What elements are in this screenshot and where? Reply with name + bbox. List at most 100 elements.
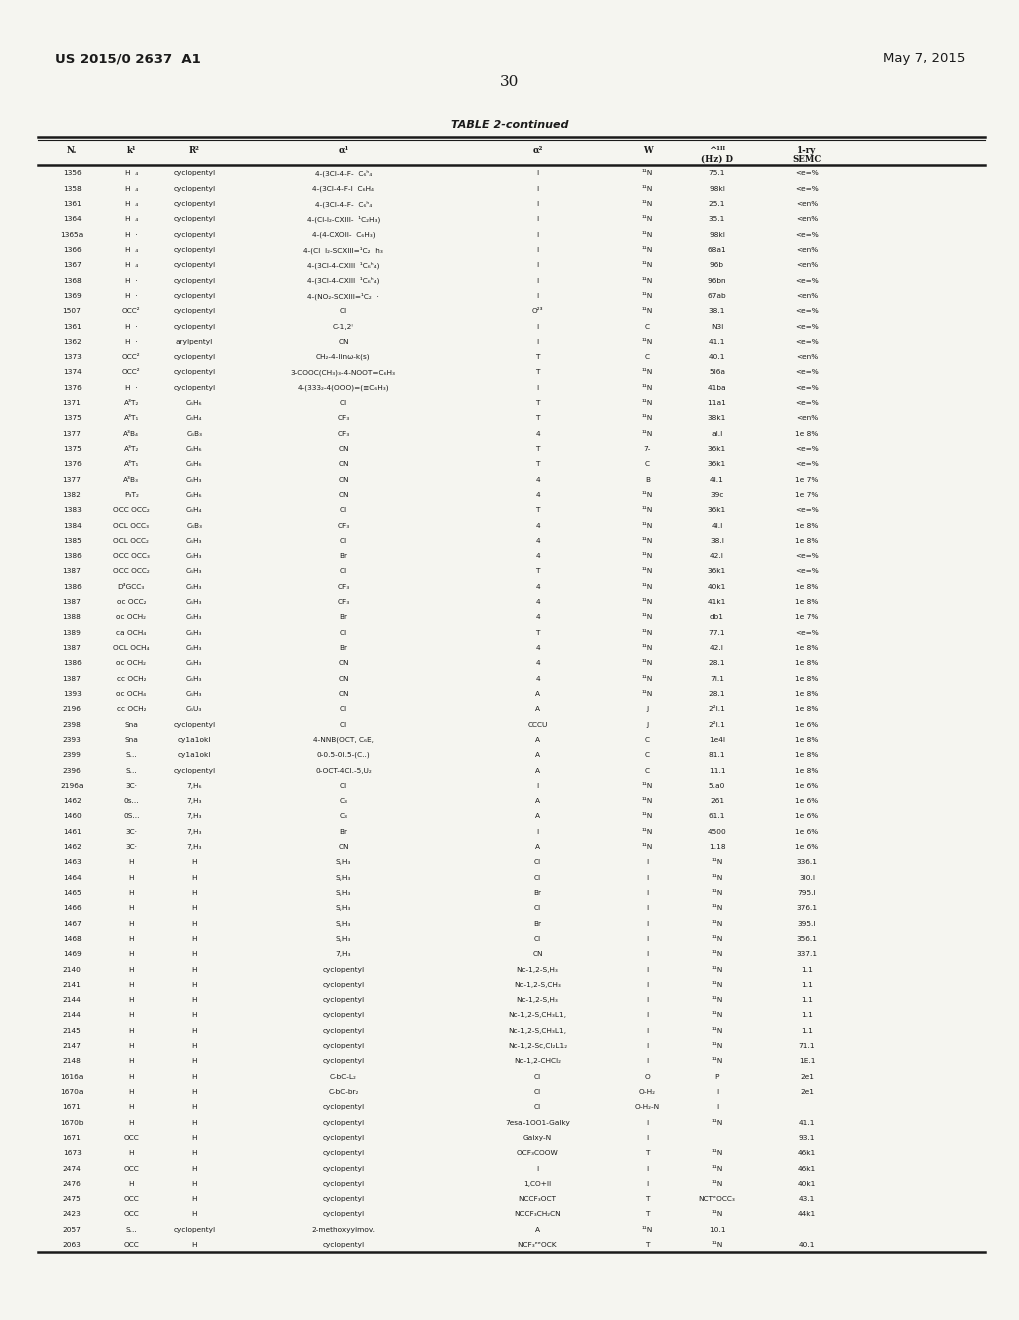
Text: 4: 4 — [535, 676, 539, 681]
Text: C₆H₃: C₆H₃ — [185, 660, 203, 667]
Text: OCC²: OCC² — [122, 308, 141, 314]
Text: NCCF₃CH₂CN: NCCF₃CH₂CN — [514, 1212, 560, 1217]
Text: ¹¹N: ¹¹N — [710, 952, 721, 957]
Text: CN: CN — [338, 477, 348, 483]
Text: 0S...: 0S... — [123, 813, 140, 820]
Text: Cl: Cl — [339, 569, 346, 574]
Text: 98kl: 98kl — [708, 186, 725, 191]
Text: S...: S... — [125, 1226, 137, 1233]
Text: CN: CN — [338, 676, 348, 681]
Text: Cl: Cl — [534, 1089, 540, 1096]
Text: I: I — [536, 186, 538, 191]
Text: 1.1: 1.1 — [800, 1028, 812, 1034]
Text: I: I — [536, 323, 538, 330]
Text: 7esa-1OO1-Galky: 7esa-1OO1-Galky — [504, 1119, 570, 1126]
Text: 7l.1: 7l.1 — [709, 676, 723, 681]
Text: <e=%: <e=% — [794, 446, 818, 451]
Text: H: H — [192, 966, 197, 973]
Text: ¹¹N: ¹¹N — [710, 997, 721, 1003]
Text: 1E.1: 1E.1 — [798, 1059, 814, 1064]
Text: C₆B₃: C₆B₃ — [186, 430, 202, 437]
Text: H: H — [192, 1028, 197, 1034]
Text: OCL OCC₃: OCL OCC₃ — [113, 523, 149, 528]
Text: R²: R² — [189, 147, 200, 154]
Text: T: T — [535, 569, 539, 574]
Text: 40k1: 40k1 — [797, 1181, 815, 1187]
Text: ¹¹N: ¹¹N — [641, 813, 652, 820]
Text: CN: CN — [338, 492, 348, 498]
Text: I: I — [646, 997, 648, 1003]
Text: <en%: <en% — [795, 354, 817, 360]
Text: 1e 8%: 1e 8% — [795, 752, 818, 758]
Text: NCTᵉOCC₃: NCTᵉOCC₃ — [698, 1196, 735, 1203]
Text: I: I — [646, 875, 648, 880]
Text: C: C — [644, 737, 649, 743]
Text: I: I — [646, 906, 648, 911]
Text: <e=%: <e=% — [794, 323, 818, 330]
Text: ¹¹N: ¹¹N — [641, 170, 652, 177]
Text: 1.1: 1.1 — [800, 997, 812, 1003]
Text: S,H₃: S,H₃ — [335, 875, 351, 880]
Text: ¹¹N: ¹¹N — [710, 1119, 721, 1126]
Text: 2²l.1: 2²l.1 — [708, 706, 725, 713]
Text: 2423: 2423 — [62, 1212, 82, 1217]
Text: 4: 4 — [535, 537, 539, 544]
Text: Cl: Cl — [339, 630, 346, 636]
Text: A³T₁: A³T₁ — [123, 461, 139, 467]
Text: H  ·: H · — [125, 293, 138, 298]
Text: H  ·: H · — [125, 231, 138, 238]
Text: ¹¹N: ¹¹N — [710, 1166, 721, 1172]
Text: T: T — [644, 1212, 649, 1217]
Text: ¹¹N: ¹¹N — [641, 416, 652, 421]
Text: H: H — [128, 966, 133, 973]
Text: ¹¹N: ¹¹N — [641, 645, 652, 651]
Text: ca OCH₄: ca OCH₄ — [116, 630, 147, 636]
Text: 795.l: 795.l — [797, 890, 815, 896]
Text: C₆H₆: C₆H₆ — [185, 446, 203, 451]
Text: I: I — [646, 1119, 648, 1126]
Text: 1356: 1356 — [63, 170, 82, 177]
Text: A: A — [535, 706, 539, 713]
Text: ¹¹N: ¹¹N — [641, 799, 652, 804]
Text: 36k1: 36k1 — [707, 507, 726, 513]
Text: T: T — [535, 416, 539, 421]
Text: 2²l.1: 2²l.1 — [708, 722, 725, 727]
Text: I: I — [646, 1166, 648, 1172]
Text: 39c: 39c — [709, 492, 722, 498]
Text: H  ₄: H ₄ — [124, 263, 138, 268]
Text: A: A — [535, 737, 539, 743]
Text: <e=%: <e=% — [794, 308, 818, 314]
Text: 1373: 1373 — [62, 354, 82, 360]
Text: A: A — [535, 1226, 539, 1233]
Text: I: I — [536, 216, 538, 222]
Text: ¹¹N: ¹¹N — [641, 293, 652, 298]
Text: Cl: Cl — [339, 507, 346, 513]
Text: I: I — [646, 936, 648, 942]
Text: 1e 7%: 1e 7% — [795, 614, 818, 620]
Text: 1e 8%: 1e 8% — [795, 537, 818, 544]
Text: 1e 6%: 1e 6% — [795, 722, 818, 727]
Text: Nc-1,2-CHCl₂: Nc-1,2-CHCl₂ — [514, 1059, 560, 1064]
Text: 1387: 1387 — [62, 599, 82, 605]
Text: ¹¹N: ¹¹N — [710, 936, 721, 942]
Text: k¹: k¹ — [126, 147, 136, 154]
Text: 1,CO+II: 1,CO+II — [523, 1181, 551, 1187]
Text: cyclopentyl: cyclopentyl — [322, 1212, 364, 1217]
Text: H: H — [128, 875, 133, 880]
Text: P₃T₂: P₃T₂ — [123, 492, 139, 498]
Text: H: H — [192, 920, 197, 927]
Text: I: I — [646, 1059, 648, 1064]
Text: 1371: 1371 — [62, 400, 82, 407]
Text: I: I — [536, 384, 538, 391]
Text: C₃: C₃ — [339, 799, 347, 804]
Text: 4: 4 — [535, 660, 539, 667]
Text: TABLE 2-continued: TABLE 2-continued — [450, 120, 569, 129]
Text: OCC: OCC — [123, 1212, 139, 1217]
Text: <e=%: <e=% — [794, 384, 818, 391]
Text: 2475: 2475 — [62, 1196, 82, 1203]
Text: O-H₂: O-H₂ — [638, 1089, 655, 1096]
Text: 2144: 2144 — [62, 997, 82, 1003]
Text: ¹¹N: ¹¹N — [641, 1226, 652, 1233]
Text: H  ·: H · — [125, 323, 138, 330]
Text: ¹¹N: ¹¹N — [641, 263, 652, 268]
